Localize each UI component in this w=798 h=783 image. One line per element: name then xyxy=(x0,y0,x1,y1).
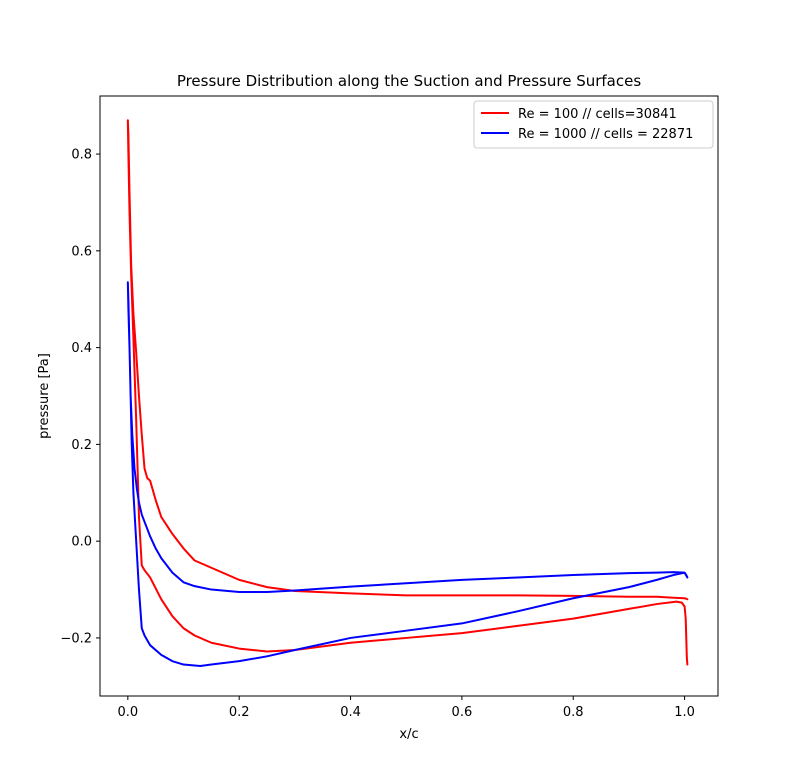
x-tick-label: 1.0 xyxy=(674,705,695,720)
y-axis-label: pressure [Pa] xyxy=(37,353,52,439)
series-line-0 xyxy=(126,119,689,666)
x-axis-label: x/c xyxy=(399,727,418,742)
series-line-1 xyxy=(126,281,689,667)
y-tick-label: 0.2 xyxy=(71,438,92,453)
x-tick-label: 0.4 xyxy=(340,705,361,720)
x-tick-label: 0.8 xyxy=(563,705,584,720)
legend-label-re100: Re = 100 // cells=30841 xyxy=(518,107,677,122)
x-axis-ticks: 0.0 0.2 0.4 0.6 0.8 1.0 xyxy=(117,696,695,720)
chart-title: Pressure Distribution along the Suction … xyxy=(177,72,642,90)
y-tick-label: 0.6 xyxy=(71,244,92,259)
legend-box xyxy=(473,100,714,149)
legend: Re = 100 // cells=30841 Re = 1000 // cel… xyxy=(473,100,714,149)
y-tick-label: 0.0 xyxy=(71,535,92,550)
y-tick-label: 0.8 xyxy=(71,148,92,163)
plot-series-group xyxy=(126,119,689,667)
plot-frame xyxy=(99,95,719,697)
x-tick-label: 0.2 xyxy=(229,705,250,720)
x-tick-label: 0.6 xyxy=(452,705,473,720)
legend-label-re1000: Re = 1000 // cells = 22871 xyxy=(518,127,693,142)
y-tick-label: 0.4 xyxy=(71,341,92,356)
x-tick-label: 0.0 xyxy=(117,705,138,720)
y-axis-ticks: −0.2 0.0 0.2 0.4 0.6 0.8 xyxy=(60,148,100,646)
y-tick-label: −0.2 xyxy=(60,631,92,646)
